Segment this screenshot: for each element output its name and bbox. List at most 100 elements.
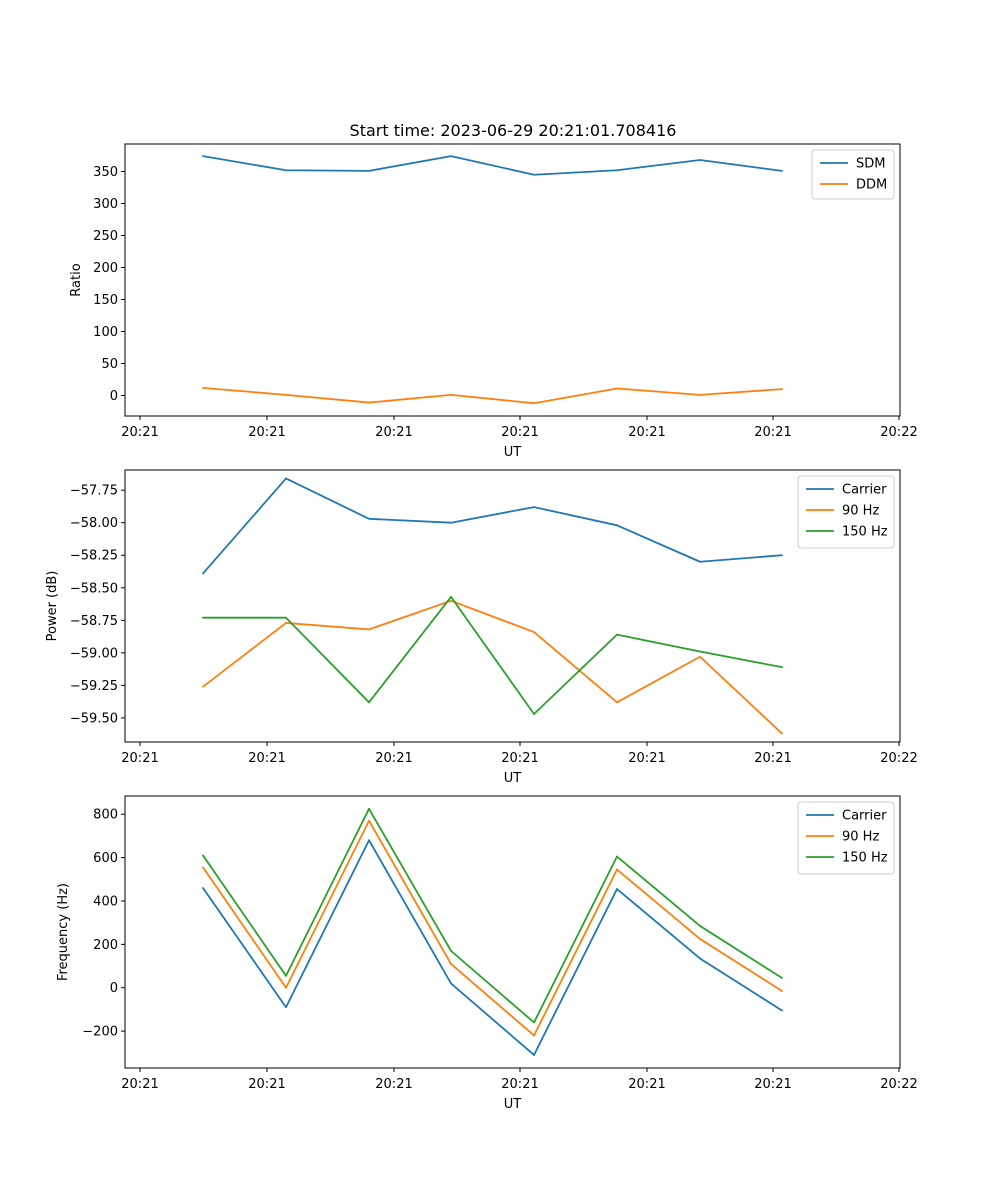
data-point xyxy=(285,622,287,624)
x-axis-label: UT xyxy=(504,445,522,460)
y-tick-label: 600 xyxy=(93,851,118,866)
data-point xyxy=(285,393,287,396)
data-point xyxy=(202,572,204,575)
legend-box xyxy=(797,801,895,875)
y-tick-label: 100 xyxy=(93,325,118,340)
data-point xyxy=(781,388,783,391)
y-axis-label: Power (dB) xyxy=(45,571,60,642)
data-point xyxy=(616,888,618,890)
legend-label: 150 Hz xyxy=(842,525,888,540)
x-axis-label: UT xyxy=(504,771,522,786)
data-point xyxy=(699,957,701,960)
legend-label: DDM xyxy=(856,178,887,193)
y-tick-label: 300 xyxy=(93,197,118,212)
data-point xyxy=(699,938,701,940)
series-line-1 xyxy=(202,477,783,575)
series-line-2 xyxy=(202,386,783,405)
y-tick-label: 150 xyxy=(93,293,118,308)
data-point xyxy=(285,477,287,480)
y-tick-label: −59.25 xyxy=(70,679,118,694)
y-tick-label: 250 xyxy=(93,229,118,244)
series-line-3 xyxy=(203,595,783,715)
chart-panel-1: 0 50 100 150 200 250 300 350 20:21 20:21 20:21 20:2… xyxy=(69,143,918,460)
data-point xyxy=(368,819,370,822)
y-tick-label: −58.50 xyxy=(70,581,118,596)
plot-frame xyxy=(124,143,901,417)
data-point xyxy=(368,628,370,631)
data-point xyxy=(699,650,701,653)
legend: Carrier 90 Hz 150 Hz xyxy=(797,475,895,549)
series-line-3 xyxy=(202,807,783,1024)
data-point xyxy=(781,1009,783,1012)
x-tick-label: 20:21 xyxy=(501,425,538,440)
data-point xyxy=(450,599,452,602)
series-line-1 xyxy=(202,155,783,176)
y-axis-label: Frequency (Hz) xyxy=(56,883,71,981)
series-line-2 xyxy=(202,599,783,735)
data-point xyxy=(368,169,370,172)
data-point xyxy=(533,631,535,633)
x-tick-label: 20:21 xyxy=(248,425,285,440)
data-point xyxy=(368,807,370,810)
x-tick-label: 20:21 xyxy=(121,1077,158,1092)
legend-label: 90 Hz xyxy=(842,830,879,845)
x-tick-label: 20:22 xyxy=(880,751,917,766)
data-point xyxy=(533,1054,535,1056)
y-tick-label: 800 xyxy=(93,808,118,823)
data-point xyxy=(616,169,618,172)
data-point xyxy=(533,1034,535,1037)
data-point xyxy=(616,633,618,636)
x-tick-label: 20:21 xyxy=(248,751,285,766)
data-point xyxy=(202,866,204,869)
x-tick-label: 20:21 xyxy=(754,751,791,766)
x-tick-label: 20:21 xyxy=(375,1077,412,1092)
data-point xyxy=(616,855,618,858)
data-point xyxy=(533,506,535,508)
y-tick-label: −200 xyxy=(82,1025,118,1040)
data-point xyxy=(202,685,204,688)
data-point xyxy=(699,159,701,161)
panels: 0 50 100 150 200 250 300 350 20:21 20:21 20:21 20:2… xyxy=(45,143,918,1112)
x-tick-label: 20:22 xyxy=(880,425,917,440)
x-tick-label: 20:21 xyxy=(501,751,538,766)
data-point xyxy=(616,387,618,390)
y-tick-label: −59.00 xyxy=(70,646,118,661)
data-point xyxy=(699,925,701,927)
x-tick-label: 20:21 xyxy=(754,425,791,440)
y-tick-label: 0 xyxy=(110,389,118,404)
data-point xyxy=(202,854,204,857)
data-point xyxy=(699,560,701,563)
y-tick-label: 400 xyxy=(93,894,118,909)
data-point xyxy=(616,701,618,704)
x-tick-label: 20:21 xyxy=(375,751,412,766)
chart-panel-3: −200 0 200 400 600 800 20:21 20:21 20:21 20:21 20:… xyxy=(56,795,918,1112)
data-point xyxy=(699,655,701,658)
legend-label: 150 Hz xyxy=(842,851,888,866)
data-point xyxy=(616,524,618,527)
data-point xyxy=(699,393,701,396)
data-point xyxy=(533,402,535,405)
data-point xyxy=(781,732,783,735)
data-point xyxy=(450,982,452,985)
data-point xyxy=(368,701,370,704)
x-tick-label: 20:22 xyxy=(880,1077,917,1092)
y-tick-label: 200 xyxy=(93,261,118,276)
data-point xyxy=(781,666,783,669)
legend: SDM DDM xyxy=(811,149,895,200)
series-line-2 xyxy=(202,819,783,1037)
data-point xyxy=(533,713,535,715)
y-tick-label: −57.75 xyxy=(70,484,118,499)
series-line-1 xyxy=(202,839,783,1056)
y-axis-label: Ratio xyxy=(69,263,84,296)
legend-label: SDM xyxy=(856,157,885,172)
x-tick-label: 20:21 xyxy=(121,425,158,440)
data-point xyxy=(533,1021,535,1024)
legend: Carrier 90 Hz 150 Hz xyxy=(797,801,895,875)
data-point xyxy=(450,595,452,598)
x-tick-label: 20:21 xyxy=(501,1077,538,1092)
chart-title: Start time: 2023-06-29 20:21:01.708416 xyxy=(350,121,677,140)
x-tick-label: 20:21 xyxy=(754,1077,791,1092)
x-tick-label: 20:21 xyxy=(121,751,158,766)
data-point xyxy=(781,169,783,172)
